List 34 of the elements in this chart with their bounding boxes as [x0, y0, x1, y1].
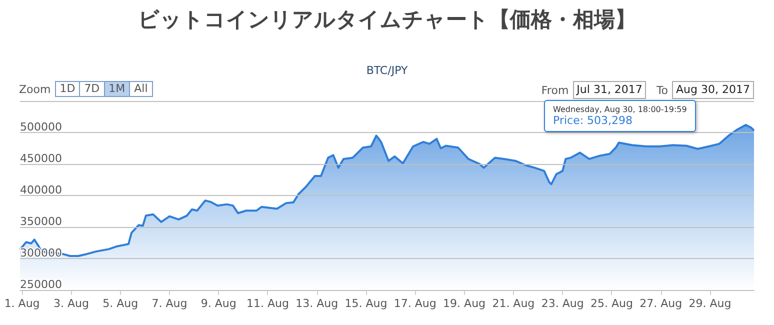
x-tick-label: 5. Aug — [102, 297, 138, 310]
x-tick-label: 1. Aug — [4, 297, 40, 310]
zoom-button: All — [129, 81, 153, 97]
y-tick-label: 350000 — [20, 215, 62, 228]
x-tick-label: 27. Aug — [640, 297, 682, 310]
text: To — [656, 84, 668, 96]
zoom-button: 1M — [104, 81, 130, 97]
annotation: Wednesday, Aug 30, 18:00-19:59 Price: 503,298 — [553, 105, 687, 128]
y-tick-label: 450000 — [20, 152, 62, 165]
x-tick-label: 19. Aug — [443, 297, 486, 310]
zoom-button: 7D — [79, 81, 105, 97]
date-field: Aug 30, 2017 — [672, 81, 754, 99]
x-tick-label: 3. Aug — [53, 297, 89, 310]
x-tick-label: 15. Aug — [344, 297, 388, 310]
chart-subtitle: BTC/JPY — [366, 64, 408, 77]
y-tick-label: 400000 — [20, 184, 62, 196]
y-tick-label: 250000 — [20, 278, 62, 291]
x-tick-label: 7. Aug — [152, 297, 188, 310]
y-tick-label: 300000 — [20, 246, 62, 260]
x-tick-label: 23. Aug — [541, 297, 584, 310]
date-field: Jul 31, 2017 — [572, 81, 646, 99]
chart-title: ビットコインリアルタイムチャート【価格・相場】 — [138, 8, 636, 32]
text: From — [541, 84, 569, 96]
x-tick-label: 11. Aug — [246, 297, 289, 310]
x-tick-label: 13. Aug — [296, 297, 338, 310]
zoom-button: 1D — [54, 81, 80, 97]
tooltip-box: Wednesday, Aug 30, 18:00-19:59 Price: 503,298 — [544, 100, 696, 132]
x-tick-label: 25. Aug — [590, 297, 633, 310]
text: Zoom — [19, 82, 51, 96]
y-tick-label: 500000 — [20, 120, 62, 134]
x-tick-label: 29. Aug — [688, 297, 732, 310]
x-tick-label: 17. Aug — [394, 297, 436, 310]
x-tick-label: 21. Aug — [492, 297, 535, 310]
x-tick-label: 9. Aug — [200, 297, 236, 310]
